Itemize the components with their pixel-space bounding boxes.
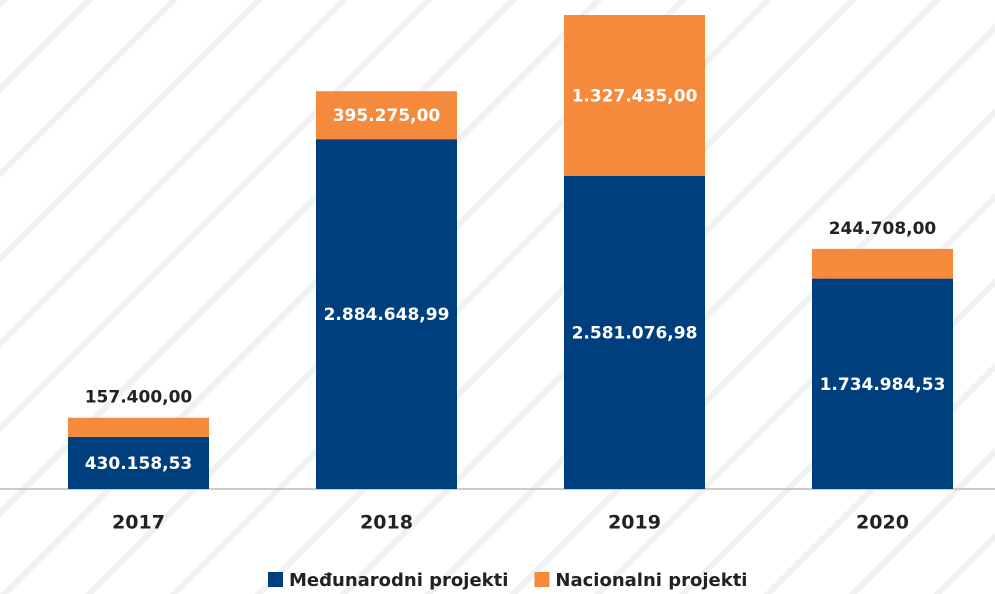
x-tick-label: 2017 xyxy=(112,512,165,534)
bar-segment xyxy=(316,139,457,489)
value-label: 1.327.435,00 xyxy=(572,86,698,106)
value-label: 430.158,53 xyxy=(85,454,193,474)
legend-label: Nacionalni projekti xyxy=(555,570,747,591)
value-label: 2.884.648,99 xyxy=(324,305,450,325)
legend-swatch xyxy=(534,572,550,587)
bar-segment xyxy=(564,15,705,176)
value-label: 2.581.076,98 xyxy=(572,323,698,343)
value-label: 244.708,00 xyxy=(829,219,937,239)
value-label: 157.400,00 xyxy=(85,388,193,408)
legend-swatch xyxy=(268,572,283,587)
bar-segment xyxy=(316,91,457,140)
bar-segment xyxy=(68,436,209,489)
bar-segment xyxy=(564,175,705,490)
bar-segment xyxy=(68,417,209,437)
bar-segment xyxy=(812,248,953,279)
x-tick-label: 2018 xyxy=(360,512,413,534)
bar-segment xyxy=(812,278,953,489)
value-label: 395.275,00 xyxy=(333,106,441,126)
legend-label: Međunarodni projekti xyxy=(289,570,508,591)
x-tick-label: 2020 xyxy=(856,512,909,534)
value-label: 1.734.984,53 xyxy=(820,375,946,395)
x-tick-label: 2019 xyxy=(608,512,661,534)
